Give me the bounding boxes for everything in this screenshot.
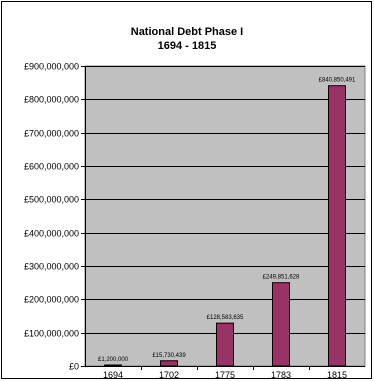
data-label: £249,851,628 <box>263 275 300 281</box>
x-axis: 1694 1702 1775 1783 1815 <box>85 366 365 380</box>
plot-area <box>84 65 366 367</box>
y-tick-label: £0 <box>69 362 79 372</box>
data-labels: £1,200,000 £15,730,439 £128,583,635 £249,85… <box>98 78 356 363</box>
x-tick-label: 1775 <box>215 370 235 380</box>
chart-subtitle: 1694 - 1815 <box>157 40 217 52</box>
bar <box>216 322 234 367</box>
y-tick-label: £700,000,000 <box>24 129 79 139</box>
chart-title: National Debt Phase I <box>130 26 244 38</box>
y-tick-label: £300,000,000 <box>24 262 79 272</box>
data-label: £15,730,439 <box>152 353 186 359</box>
y-tick-label: £600,000,000 <box>24 162 79 172</box>
x-tick-label: 1694 <box>103 370 123 380</box>
x-tick-label: 1783 <box>271 370 291 380</box>
y-tick-label: £900,000,000 <box>24 62 79 72</box>
x-tick-label: 1702 <box>159 370 179 380</box>
gridlines <box>85 66 365 334</box>
data-label: £1,200,000 <box>98 357 129 363</box>
bar <box>272 282 290 367</box>
y-tick-label: £500,000,000 <box>24 195 79 205</box>
bar <box>160 360 178 367</box>
y-tick-label: £200,000,000 <box>24 295 79 305</box>
y-tick-label: £400,000,000 <box>24 229 79 239</box>
bar <box>328 85 346 367</box>
x-tick-label: 1815 <box>327 370 347 380</box>
y-axis: £0 £100,000,000 £200,000,000 £300,000,000 £4… <box>24 62 86 372</box>
y-tick-label: £100,000,000 <box>24 329 79 339</box>
y-tick-label: £800,000,000 <box>24 95 79 105</box>
data-label: £128,583,635 <box>207 315 244 321</box>
data-label: £840,850,491 <box>319 78 356 84</box>
bar <box>104 364 122 367</box>
